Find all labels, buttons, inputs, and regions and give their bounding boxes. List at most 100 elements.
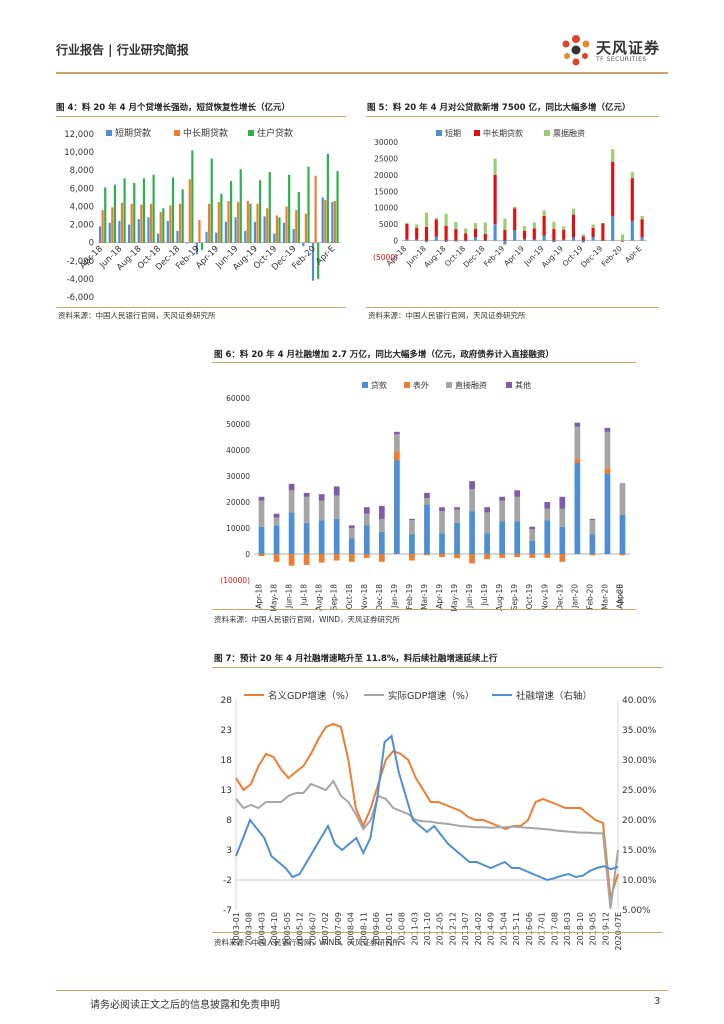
header-divider: [56, 72, 668, 74]
fig5-legend-swatch: [474, 130, 480, 136]
fig5-bar-2: [493, 158, 497, 175]
fig5-bar-2: [434, 217, 438, 220]
fig6-source: 资料来源：中国人民银行官网，WIND，天风证券研究所: [214, 615, 401, 624]
fig4-bar-2: [336, 171, 339, 243]
fig5-bar-0: [473, 237, 478, 241]
fig5-bar-1: [483, 234, 487, 241]
fig7-ytick-right: 15.00%: [622, 846, 657, 856]
fig6-bar-2: [559, 508, 566, 527]
fig7-xtick: 2015-04: [499, 912, 508, 945]
fig7-xtick: 2003-01: [232, 912, 241, 945]
fig5-bar-1: [444, 225, 448, 241]
fig7-xtick: 2004-10: [270, 912, 279, 945]
fig5-bar-2: [454, 221, 458, 230]
fig6-ytick: 60000: [226, 394, 250, 403]
fig4-bar-2: [249, 203, 252, 243]
fig6-ytick: 50000: [226, 420, 250, 429]
fig4-bar-0: [176, 230, 179, 243]
fig7-xtick: 2011-03: [410, 912, 419, 945]
page-number: 3: [654, 996, 661, 1007]
fig6-xtick: May-19: [450, 584, 459, 612]
fig6-bar-3: [333, 486, 340, 496]
fig5-ytick: 15000: [374, 187, 398, 196]
fig4-bar-1: [324, 200, 327, 243]
fig6-bar-2: [514, 496, 521, 522]
fig4-bar-0: [166, 220, 169, 243]
fig4-bar-2: [259, 180, 262, 243]
fig6-bar-0: [529, 541, 536, 554]
fig6-bar-2: [544, 508, 551, 521]
fig6-bar-3: [514, 490, 521, 497]
fig6-xtick: Jun-19: [465, 584, 474, 609]
fig4-svg: -6,000 -4,000 -2,000 0 2,000 4,000 6,000 8,000 1…: [64, 127, 340, 303]
fig6-bar-0: [258, 526, 265, 554]
fig5-bar-2: [464, 228, 468, 234]
fig6-bar-3: [544, 502, 551, 509]
fig5-xtick: Aug-19: [540, 244, 566, 270]
fig5-bar-2: [444, 213, 448, 226]
fig6-bar-2: [619, 483, 626, 515]
fig6-bar-2: [348, 528, 355, 539]
fig4-bar-1: [188, 179, 191, 243]
fig6-legend-swatch: [506, 382, 512, 388]
fig6-bar-0: [333, 518, 340, 554]
fig5-bar-1: [405, 223, 409, 240]
fig4-bar-2: [123, 178, 126, 243]
fig5-bar-0: [532, 239, 536, 241]
fig4-ytick: -6,000: [67, 293, 94, 303]
fig5-bar-2: [591, 224, 595, 228]
fig6-bar-1: [288, 554, 295, 566]
fig5-bar-2: [405, 222, 409, 224]
fig6-bar-2: [529, 529, 536, 541]
fig6-bar-0: [514, 521, 521, 554]
fig7-source: 资料来源：中国人民银行官网，WIND，天风证券研究所: [214, 938, 401, 947]
fig4-bar-2: [210, 158, 213, 243]
fig6-bar-2: [318, 500, 325, 521]
fig5-ytick: (5000): [373, 253, 398, 262]
fig6-ytick: 20000: [226, 498, 250, 507]
fig6-xtick: Apr-E: [615, 584, 624, 604]
fig6-source-rule: [212, 609, 636, 610]
fig5-legend-label: 票据融资: [553, 128, 585, 138]
fig4-bar-0: [157, 233, 160, 243]
fig6-xtick: Sep-18: [330, 584, 339, 611]
fig5-ytick: 30000: [374, 138, 398, 147]
fig5-bar-0: [581, 240, 585, 243]
fig6-xtick: Oct-18: [345, 584, 354, 609]
fig6-bar-0: [348, 538, 355, 554]
fig5-bar-0: [444, 240, 448, 242]
fig4-bar-2: [162, 208, 165, 243]
fig4-ytick: 4,000: [70, 202, 94, 212]
fig5-source-rule: [366, 307, 659, 308]
fig5-bar-1: [591, 227, 595, 238]
fig4-ytick: 12,000: [64, 130, 94, 140]
fig6-bar-2: [394, 434, 400, 452]
fig4-ytick: -2,000: [67, 257, 94, 267]
fig4-bar-1: [237, 201, 240, 243]
fig6-xtick: Mar-19: [420, 584, 429, 610]
fig4-legend-swatch: [174, 130, 180, 136]
fig6-ytick: 30000: [226, 472, 250, 481]
fig6-bar-0: [378, 531, 385, 554]
fig7-xtick: 2012-05: [436, 912, 445, 945]
fig5-bar-0: [464, 240, 468, 242]
fig6-bar-3: [574, 422, 581, 427]
fig4-bar-1: [169, 205, 172, 243]
fig6-xtick: Jul-19: [480, 584, 489, 607]
fig4-bar-1: [178, 203, 182, 243]
fig7-series-line-2: [235, 734, 619, 882]
fig5-bar-2: [581, 234, 585, 237]
fig7-series-line-0: [235, 722, 619, 899]
fig5-bar-1: [611, 161, 615, 216]
fig4-bar-1: [217, 201, 220, 243]
fig7-title-rule: [212, 667, 662, 668]
fig7-xtick: 2018-03: [563, 912, 572, 945]
fig7-xtick: 2009-06: [372, 912, 381, 945]
fig4-bar-1: [256, 203, 259, 243]
fig6-bar-1: [589, 554, 596, 556]
fig7-xtick: 2003-08: [245, 912, 254, 945]
fig6-bar-3: [378, 505, 385, 519]
fig6-bar-0: [469, 511, 475, 554]
fig5-bar-1: [571, 214, 576, 238]
fig6-legend-label: 直接融资: [455, 380, 487, 390]
